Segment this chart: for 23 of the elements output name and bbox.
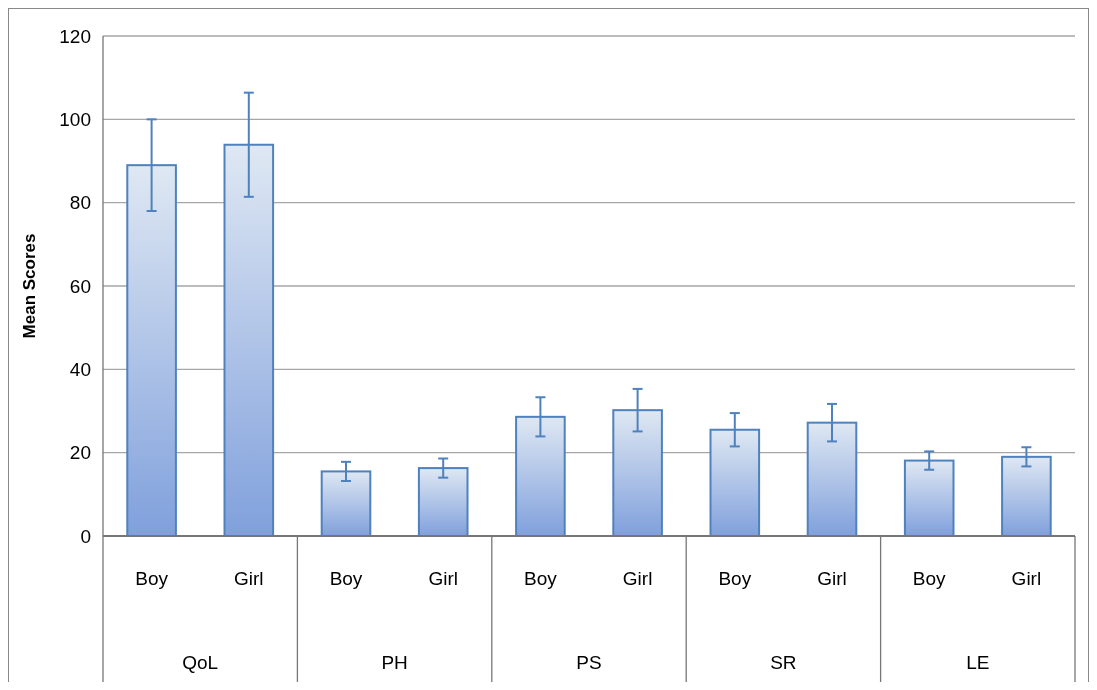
x-tick-label: Boy: [524, 567, 558, 589]
x-tick-label: Girl: [428, 567, 458, 589]
y-tick-label: 20: [69, 442, 91, 464]
x-tick-label: Boy: [718, 567, 752, 589]
y-axis-title: Mean Scores: [20, 233, 39, 339]
x-tick-label: Girl: [1011, 567, 1042, 589]
text: PS: [576, 651, 602, 673]
y-tick-label: 0: [80, 525, 91, 547]
x-tick-label: Girl: [817, 567, 847, 589]
y-tick-label: 120: [59, 25, 91, 47]
y-tick-label: 40: [69, 358, 91, 380]
x-tick-label: Girl: [234, 567, 264, 589]
y-tick-label: 80: [69, 192, 91, 214]
text: PH: [381, 651, 408, 673]
text: LE: [966, 651, 990, 673]
text: QoL: [182, 651, 219, 673]
y-tick-label: 60: [69, 275, 91, 297]
x-tick-label: Boy: [329, 567, 363, 589]
x-tick-label: Boy: [912, 567, 947, 589]
text: SR: [770, 651, 797, 673]
x-tick-label: Girl: [622, 567, 653, 589]
y-tick-label: 100: [59, 108, 91, 130]
x-tick-label: Boy: [135, 567, 169, 589]
